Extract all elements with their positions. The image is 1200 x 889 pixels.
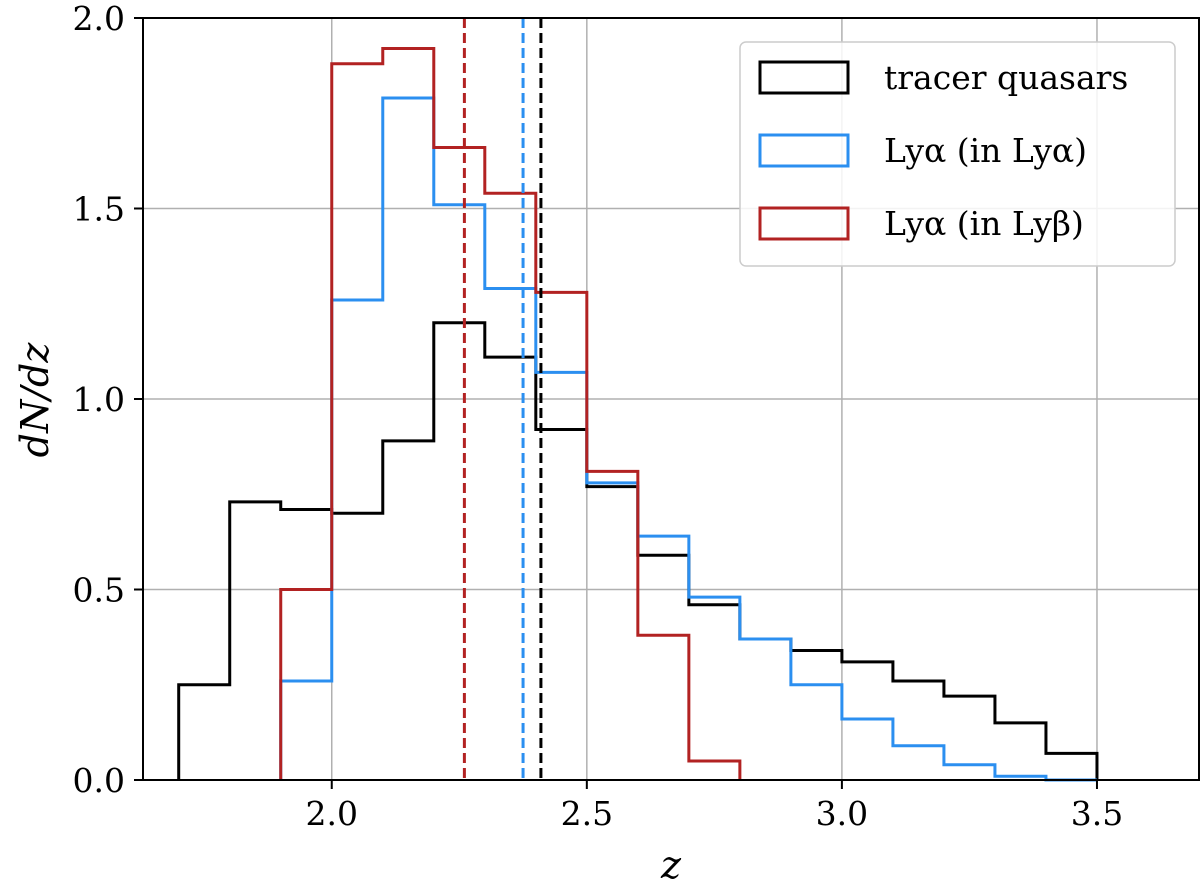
legend-swatch-lya-in-lyb [758,206,850,241]
y-tick-label: 1.0 [73,380,125,419]
y-axis-label: dN/dz [13,342,57,458]
x-tick-label: 2.5 [561,794,613,833]
y-tick-label: 0.5 [73,571,125,610]
legend-label-lya-in-lyb: Lyα (in Lyβ) [884,204,1084,243]
y-tick-label: 0.0 [73,761,125,800]
histogram-lya-in-lyb [279,46,742,780]
x-axis-label: z [660,843,682,887]
y-tick-label: 1.5 [73,190,125,229]
ticks: 2.0 2.5 3.0 3.5 0.0 0.5 1.0 1.5 2.0 [73,0,1124,833]
series-group [177,46,1099,782]
legend-swatch-tracer-quasars [758,60,850,95]
histogram-lya-in-lya [279,96,1097,782]
x-tick-label: 3.5 [1071,794,1123,833]
legend: tracer quasars Lyα (in Lyα) Lyα (in Lyβ) [739,41,1176,267]
x-tick-label: 2.0 [306,794,358,833]
legend-label-tracer-quasars: tracer quasars [884,58,1128,97]
legend-swatch-lya-in-lya [758,133,850,168]
median-lines [462,18,543,780]
y-tick-label: 2.0 [73,0,125,38]
x-tick-label: 3.0 [816,794,868,833]
legend-label-lya-in-lya: Lyα (in Lyα) [884,131,1087,170]
